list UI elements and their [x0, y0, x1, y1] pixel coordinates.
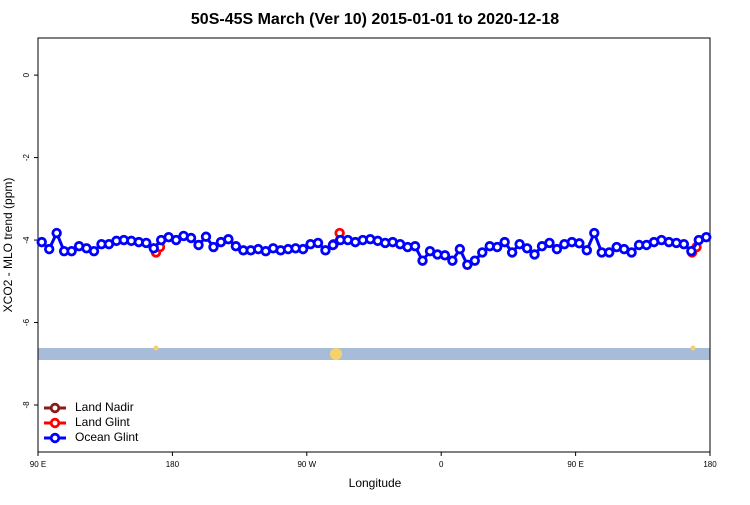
legend-label: Land Glint	[75, 415, 130, 429]
point	[529, 249, 540, 260]
y-tick-label: -8	[22, 401, 31, 409]
map-dot	[330, 348, 342, 360]
point	[626, 247, 637, 258]
legend-marker	[49, 417, 61, 429]
x-tick-label: 0	[439, 460, 444, 469]
point	[66, 245, 77, 257]
point	[462, 259, 473, 270]
x-tick-label: 180	[166, 460, 180, 469]
x-tick-label: 90 E	[567, 460, 583, 469]
point	[701, 231, 712, 243]
point	[170, 234, 182, 246]
point	[148, 243, 159, 254]
point	[678, 238, 690, 250]
point	[409, 241, 421, 252]
point	[521, 243, 533, 254]
point	[312, 237, 324, 249]
point	[327, 239, 339, 251]
y-tick-label: -4	[22, 236, 31, 244]
map-dot	[153, 345, 159, 351]
x-tick-label: 90 W	[297, 460, 316, 469]
point	[551, 243, 563, 255]
point	[200, 231, 212, 242]
y-tick-label: -6	[22, 318, 31, 326]
point	[417, 255, 428, 266]
point	[477, 247, 488, 258]
legend-marker	[49, 402, 61, 414]
point	[208, 241, 219, 253]
point	[223, 234, 234, 245]
point	[439, 250, 451, 261]
y-axis-label: XCO2 - MLO trend (ppm)	[1, 178, 15, 313]
point	[44, 243, 55, 255]
point	[193, 239, 204, 251]
point	[51, 227, 62, 239]
point	[499, 236, 510, 248]
point	[506, 247, 518, 258]
point	[454, 243, 466, 255]
x-axis-label: Longitude	[349, 476, 402, 490]
map-dot	[690, 345, 696, 351]
point	[574, 238, 585, 249]
y-tick-label: 0	[22, 72, 31, 77]
point	[544, 237, 555, 249]
point	[469, 255, 480, 266]
chart-title: 50S-45S March (Ver 10) 2015-01-01 to 202…	[191, 11, 559, 28]
legend-label: Ocean Glint	[75, 430, 139, 444]
point	[297, 243, 309, 255]
point	[686, 245, 697, 257]
x-tick-label: 180	[703, 460, 717, 469]
y-tick-label: -2	[22, 153, 31, 161]
map-strip	[38, 348, 710, 360]
point	[492, 241, 503, 253]
point	[36, 236, 47, 248]
legend-marker	[49, 432, 61, 444]
point	[230, 241, 242, 252]
point	[589, 227, 600, 239]
point	[447, 255, 458, 266]
point	[88, 245, 100, 257]
point	[514, 238, 525, 250]
legend-label: Land Nadir	[75, 400, 134, 414]
point	[185, 232, 197, 244]
point	[141, 237, 152, 249]
x-tick-label: 90 E	[30, 460, 46, 469]
point	[604, 247, 615, 258]
point	[320, 245, 331, 256]
point	[581, 245, 592, 256]
